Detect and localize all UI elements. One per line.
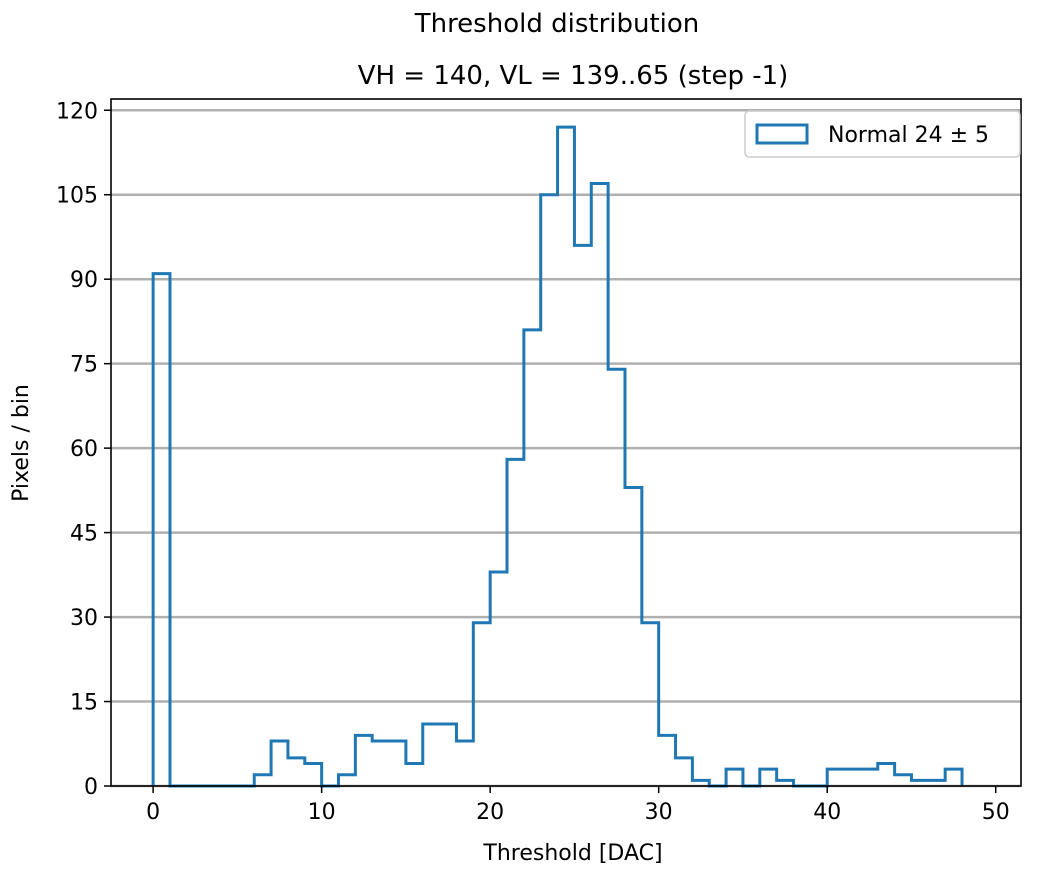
legend: Normal 24 ± 5: [744, 110, 1021, 158]
plot-area-frame: [110, 98, 1022, 787]
x-axis-label: Threshold [DAC]: [482, 841, 662, 866]
legend-label: Normal 24 ± 5: [828, 123, 989, 148]
x-tick-label: 50: [982, 800, 1010, 825]
legend-swatch: [755, 123, 809, 145]
x-tick-label: 10: [308, 800, 336, 825]
y-axis-label: Pixels / bin: [9, 384, 34, 502]
x-tick-label: 40: [813, 800, 841, 825]
y-tick-label: 75: [70, 353, 98, 378]
y-tick-label: 30: [70, 606, 98, 631]
y-tick-label: 105: [56, 184, 98, 209]
y-tick-label: 45: [70, 522, 98, 547]
y-tick-label: 120: [56, 99, 98, 124]
y-tick-label: 90: [70, 268, 98, 293]
x-tick-label: 30: [645, 800, 673, 825]
chart-subtitle: VH = 140, VL = 139..65 (step -1): [358, 61, 789, 91]
y-tick-label: 0: [84, 775, 98, 800]
y-tick-label: 15: [70, 691, 98, 716]
x-tick-label: 0: [146, 800, 160, 825]
x-tick-label: 20: [476, 800, 504, 825]
legend-box: [744, 110, 1021, 158]
y-axis-ticks: 0 15 30 45 60 75 90 105 120: [56, 99, 111, 800]
chart-title: Threshold distribution: [414, 9, 700, 39]
y-tick-label: 60: [70, 437, 98, 462]
x-axis-ticks: 0 10 20 30 40 50: [146, 786, 1010, 825]
